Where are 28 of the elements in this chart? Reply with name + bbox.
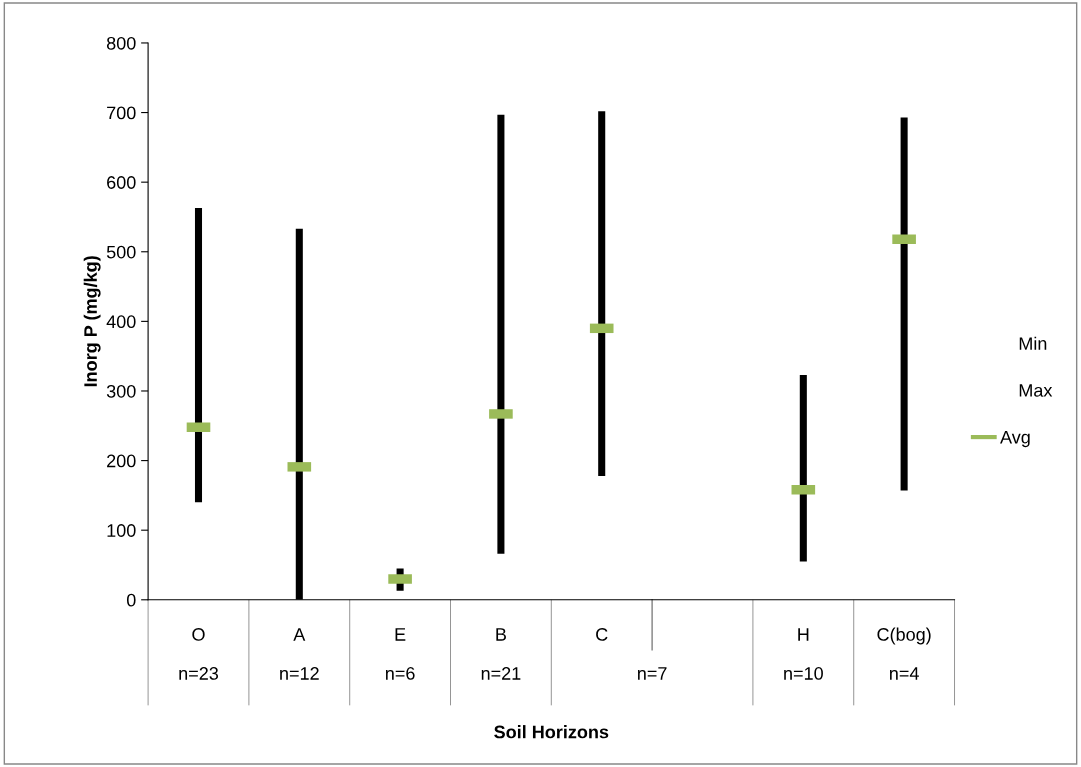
- text: n=12: [280, 667, 319, 680]
- y-tick-label: 800: [106, 36, 136, 50]
- x-tick-label: A: [293, 628, 306, 641]
- text: Max: [1019, 384, 1053, 397]
- text: n=21: [481, 667, 521, 680]
- y-tick-label: 400: [106, 315, 136, 329]
- x-tick-label: B: [496, 628, 506, 641]
- x-tick-label: H: [798, 628, 809, 641]
- text: Min: [1019, 336, 1047, 350]
- y-axis-title: Inorg P (mg/kg): [83, 256, 101, 387]
- x-tick-label: O: [192, 628, 205, 641]
- text: n=6: [385, 667, 415, 680]
- y-tick-label: 600: [107, 176, 136, 189]
- y-tick-label: 300: [106, 384, 136, 398]
- text: n=10: [784, 667, 823, 680]
- x-tick-label: C: [596, 628, 608, 641]
- text: n=7: [638, 667, 667, 680]
- x-tick-label: E: [395, 628, 406, 641]
- x-tick-label: C(bog): [877, 627, 931, 645]
- y-tick-label: 700: [107, 106, 136, 120]
- y-tick-label: 100: [107, 524, 136, 537]
- x-axis-title: Soil Horizons: [494, 725, 609, 739]
- y-tick-label: 0: [126, 593, 136, 607]
- y-tick-label: 500: [106, 245, 136, 259]
- text: n=4: [890, 667, 919, 680]
- text: n=23: [179, 667, 219, 680]
- legend-label: Avg: [1000, 430, 1030, 448]
- y-tick-label: 200: [107, 454, 136, 468]
